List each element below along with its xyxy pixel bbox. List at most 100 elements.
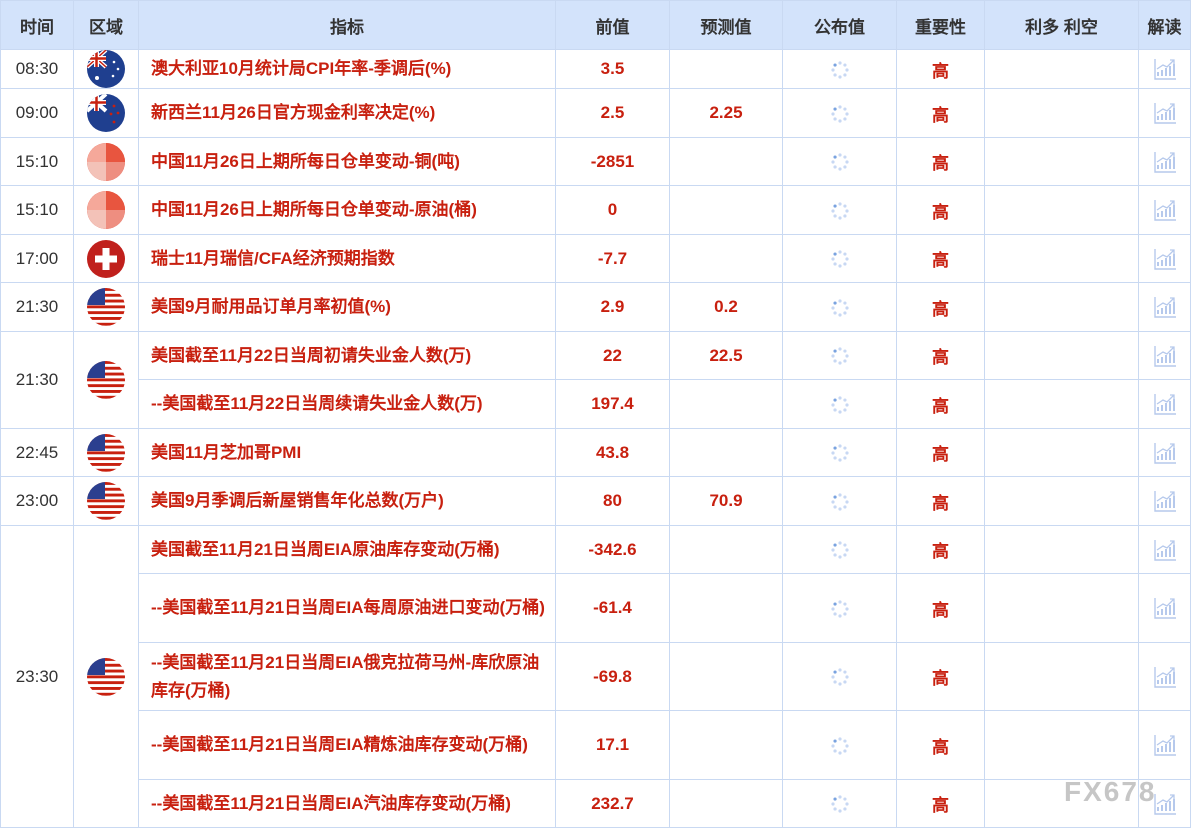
table-row: 09:00 新西兰11月26日官方现金利率决定(%) 2.5 2.25 高 (0, 88, 1191, 138)
china-flag-icon (87, 142, 125, 181)
importance-level: 高 (896, 331, 985, 380)
previous-value: -2851 (555, 137, 670, 186)
indicator-link[interactable]: --美国截至11月21日当周EIA每周原油进口变动(万桶) (138, 573, 556, 643)
loading-spinner-icon (830, 444, 849, 462)
indicator-link[interactable]: 中国11月26日上期所每日仓单变动-铜(吨) (138, 137, 556, 186)
chart-analysis-icon[interactable] (1153, 792, 1177, 816)
interpret-button[interactable] (1138, 379, 1191, 429)
event-time: 08:30 (0, 49, 74, 89)
interpret-button[interactable] (1138, 779, 1191, 828)
event-time: 21:30 (0, 331, 74, 429)
chart-analysis-icon[interactable] (1153, 441, 1177, 465)
forecast-value (669, 573, 783, 643)
previous-value: 0 (555, 185, 670, 235)
switzerland-flag-icon (87, 239, 125, 278)
indicator-link[interactable]: 美国11月芝加哥PMI (138, 428, 556, 477)
chart-analysis-icon[interactable] (1153, 538, 1177, 562)
chart-analysis-icon[interactable] (1153, 733, 1177, 757)
interpret-button[interactable] (1138, 185, 1191, 235)
indicator-link[interactable]: 美国9月耐用品订单月率初值(%) (138, 282, 556, 332)
indicator-link[interactable]: --美国截至11月22日当周续请失业金人数(万) (138, 379, 556, 429)
header-actual: 公布值 (782, 0, 897, 50)
indicator-link[interactable]: 美国截至11月22日当周初请失业金人数(万) (138, 331, 556, 380)
impact-cell (984, 710, 1139, 780)
importance-level: 高 (896, 573, 985, 643)
chart-analysis-icon[interactable] (1153, 198, 1177, 222)
header-time: 时间 (0, 0, 74, 50)
previous-value: 2.9 (555, 282, 670, 332)
indicator-link[interactable]: 美国截至11月21日当周EIA原油库存变动(万桶) (138, 525, 556, 574)
region-cell (73, 234, 139, 283)
indicator-link[interactable]: 中国11月26日上期所每日仓单变动-原油(桶) (138, 185, 556, 235)
interpret-button[interactable] (1138, 525, 1191, 574)
actual-value (782, 379, 897, 429)
table-row: 08:30 澳大利亚10月统计局CPI年率-季调后(%) 3.5 高 (0, 49, 1191, 89)
interpret-button[interactable] (1138, 476, 1191, 526)
new-zealand-flag-icon (87, 94, 125, 132)
indicator-link[interactable]: 新西兰11月26日官方现金利率决定(%) (138, 88, 556, 138)
interpret-button[interactable] (1138, 710, 1191, 780)
indicator-link[interactable]: --美国截至11月21日当周EIA汽油库存变动(万桶) (138, 779, 556, 828)
event-time: 23:00 (0, 476, 74, 526)
loading-spinner-icon (830, 541, 849, 559)
header-region: 区域 (73, 0, 139, 50)
event-time: 09:00 (0, 88, 74, 138)
region-cell (73, 137, 139, 186)
header-previous: 前值 (555, 0, 670, 50)
interpret-button[interactable] (1138, 234, 1191, 283)
actual-value (782, 331, 897, 380)
importance-level: 高 (896, 379, 985, 429)
impact-cell (984, 428, 1139, 477)
impact-cell (984, 331, 1139, 380)
interpret-button[interactable] (1138, 642, 1191, 711)
interpret-button[interactable] (1138, 137, 1191, 186)
event-time: 15:10 (0, 137, 74, 186)
indicator-link[interactable]: 瑞士11月瑞信/CFA经济预期指数 (138, 234, 556, 283)
chart-analysis-icon[interactable] (1153, 596, 1177, 620)
chart-analysis-icon[interactable] (1153, 392, 1177, 416)
indicator-link[interactable]: --美国截至11月21日当周EIA精炼油库存变动(万桶) (138, 710, 556, 780)
interpret-button[interactable] (1138, 428, 1191, 477)
impact-cell (984, 137, 1139, 186)
interpret-button[interactable] (1138, 88, 1191, 138)
table-row: 15:10 中国11月26日上期所每日仓单变动-原油(桶) 0 高 (0, 185, 1191, 235)
interpret-button[interactable] (1138, 573, 1191, 643)
importance-level: 高 (896, 185, 985, 235)
importance-level: 高 (896, 525, 985, 574)
region-cell (73, 476, 139, 526)
importance-level: 高 (896, 642, 985, 711)
chart-analysis-icon[interactable] (1153, 101, 1177, 125)
impact-cell (984, 88, 1139, 138)
region-cell (73, 185, 139, 235)
chart-analysis-icon[interactable] (1153, 489, 1177, 513)
previous-value: 197.4 (555, 379, 670, 429)
header-impact: 利多 利空 (984, 0, 1139, 50)
chart-analysis-icon[interactable] (1153, 150, 1177, 174)
chart-analysis-icon[interactable] (1153, 247, 1177, 271)
chart-analysis-icon[interactable] (1153, 665, 1177, 689)
indicator-link[interactable]: 美国9月季调后新屋销售年化总数(万户) (138, 476, 556, 526)
forecast-value: 70.9 (669, 476, 783, 526)
loading-spinner-icon (830, 250, 849, 268)
table-row: --美国截至11月22日当周续请失业金人数(万) 197.4 高 (1, 379, 1191, 429)
china-flag-icon (87, 191, 125, 229)
interpret-button[interactable] (1138, 49, 1191, 89)
loading-spinner-icon (830, 736, 849, 755)
interpret-button[interactable] (1138, 282, 1191, 332)
actual-value (782, 642, 897, 711)
region-cell (73, 282, 139, 332)
importance-level: 高 (896, 779, 985, 828)
chart-analysis-icon[interactable] (1153, 57, 1177, 81)
indicator-link[interactable]: --美国截至11月21日当周EIA俄克拉荷马州-库欣原油库存(万桶) (138, 642, 556, 711)
interpret-button[interactable] (1138, 331, 1191, 380)
actual-value (782, 573, 897, 643)
loading-spinner-icon (830, 153, 849, 171)
australia-flag-icon (87, 50, 125, 88)
forecast-value: 0.2 (669, 282, 783, 332)
chart-analysis-icon[interactable] (1153, 344, 1177, 368)
chart-analysis-icon[interactable] (1153, 295, 1177, 319)
importance-level: 高 (896, 49, 985, 89)
previous-value: -69.8 (555, 642, 670, 711)
indicator-link[interactable]: 澳大利亚10月统计局CPI年率-季调后(%) (138, 49, 556, 89)
region-cell (73, 525, 139, 828)
